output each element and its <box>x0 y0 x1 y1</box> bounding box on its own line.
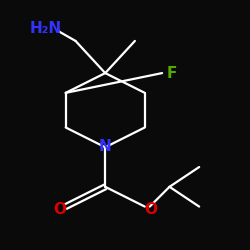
Text: F: F <box>167 66 177 80</box>
Text: O: O <box>144 202 158 216</box>
Text: O: O <box>53 202 66 216</box>
Text: N: N <box>99 138 112 154</box>
Text: H₂N: H₂N <box>30 21 62 36</box>
